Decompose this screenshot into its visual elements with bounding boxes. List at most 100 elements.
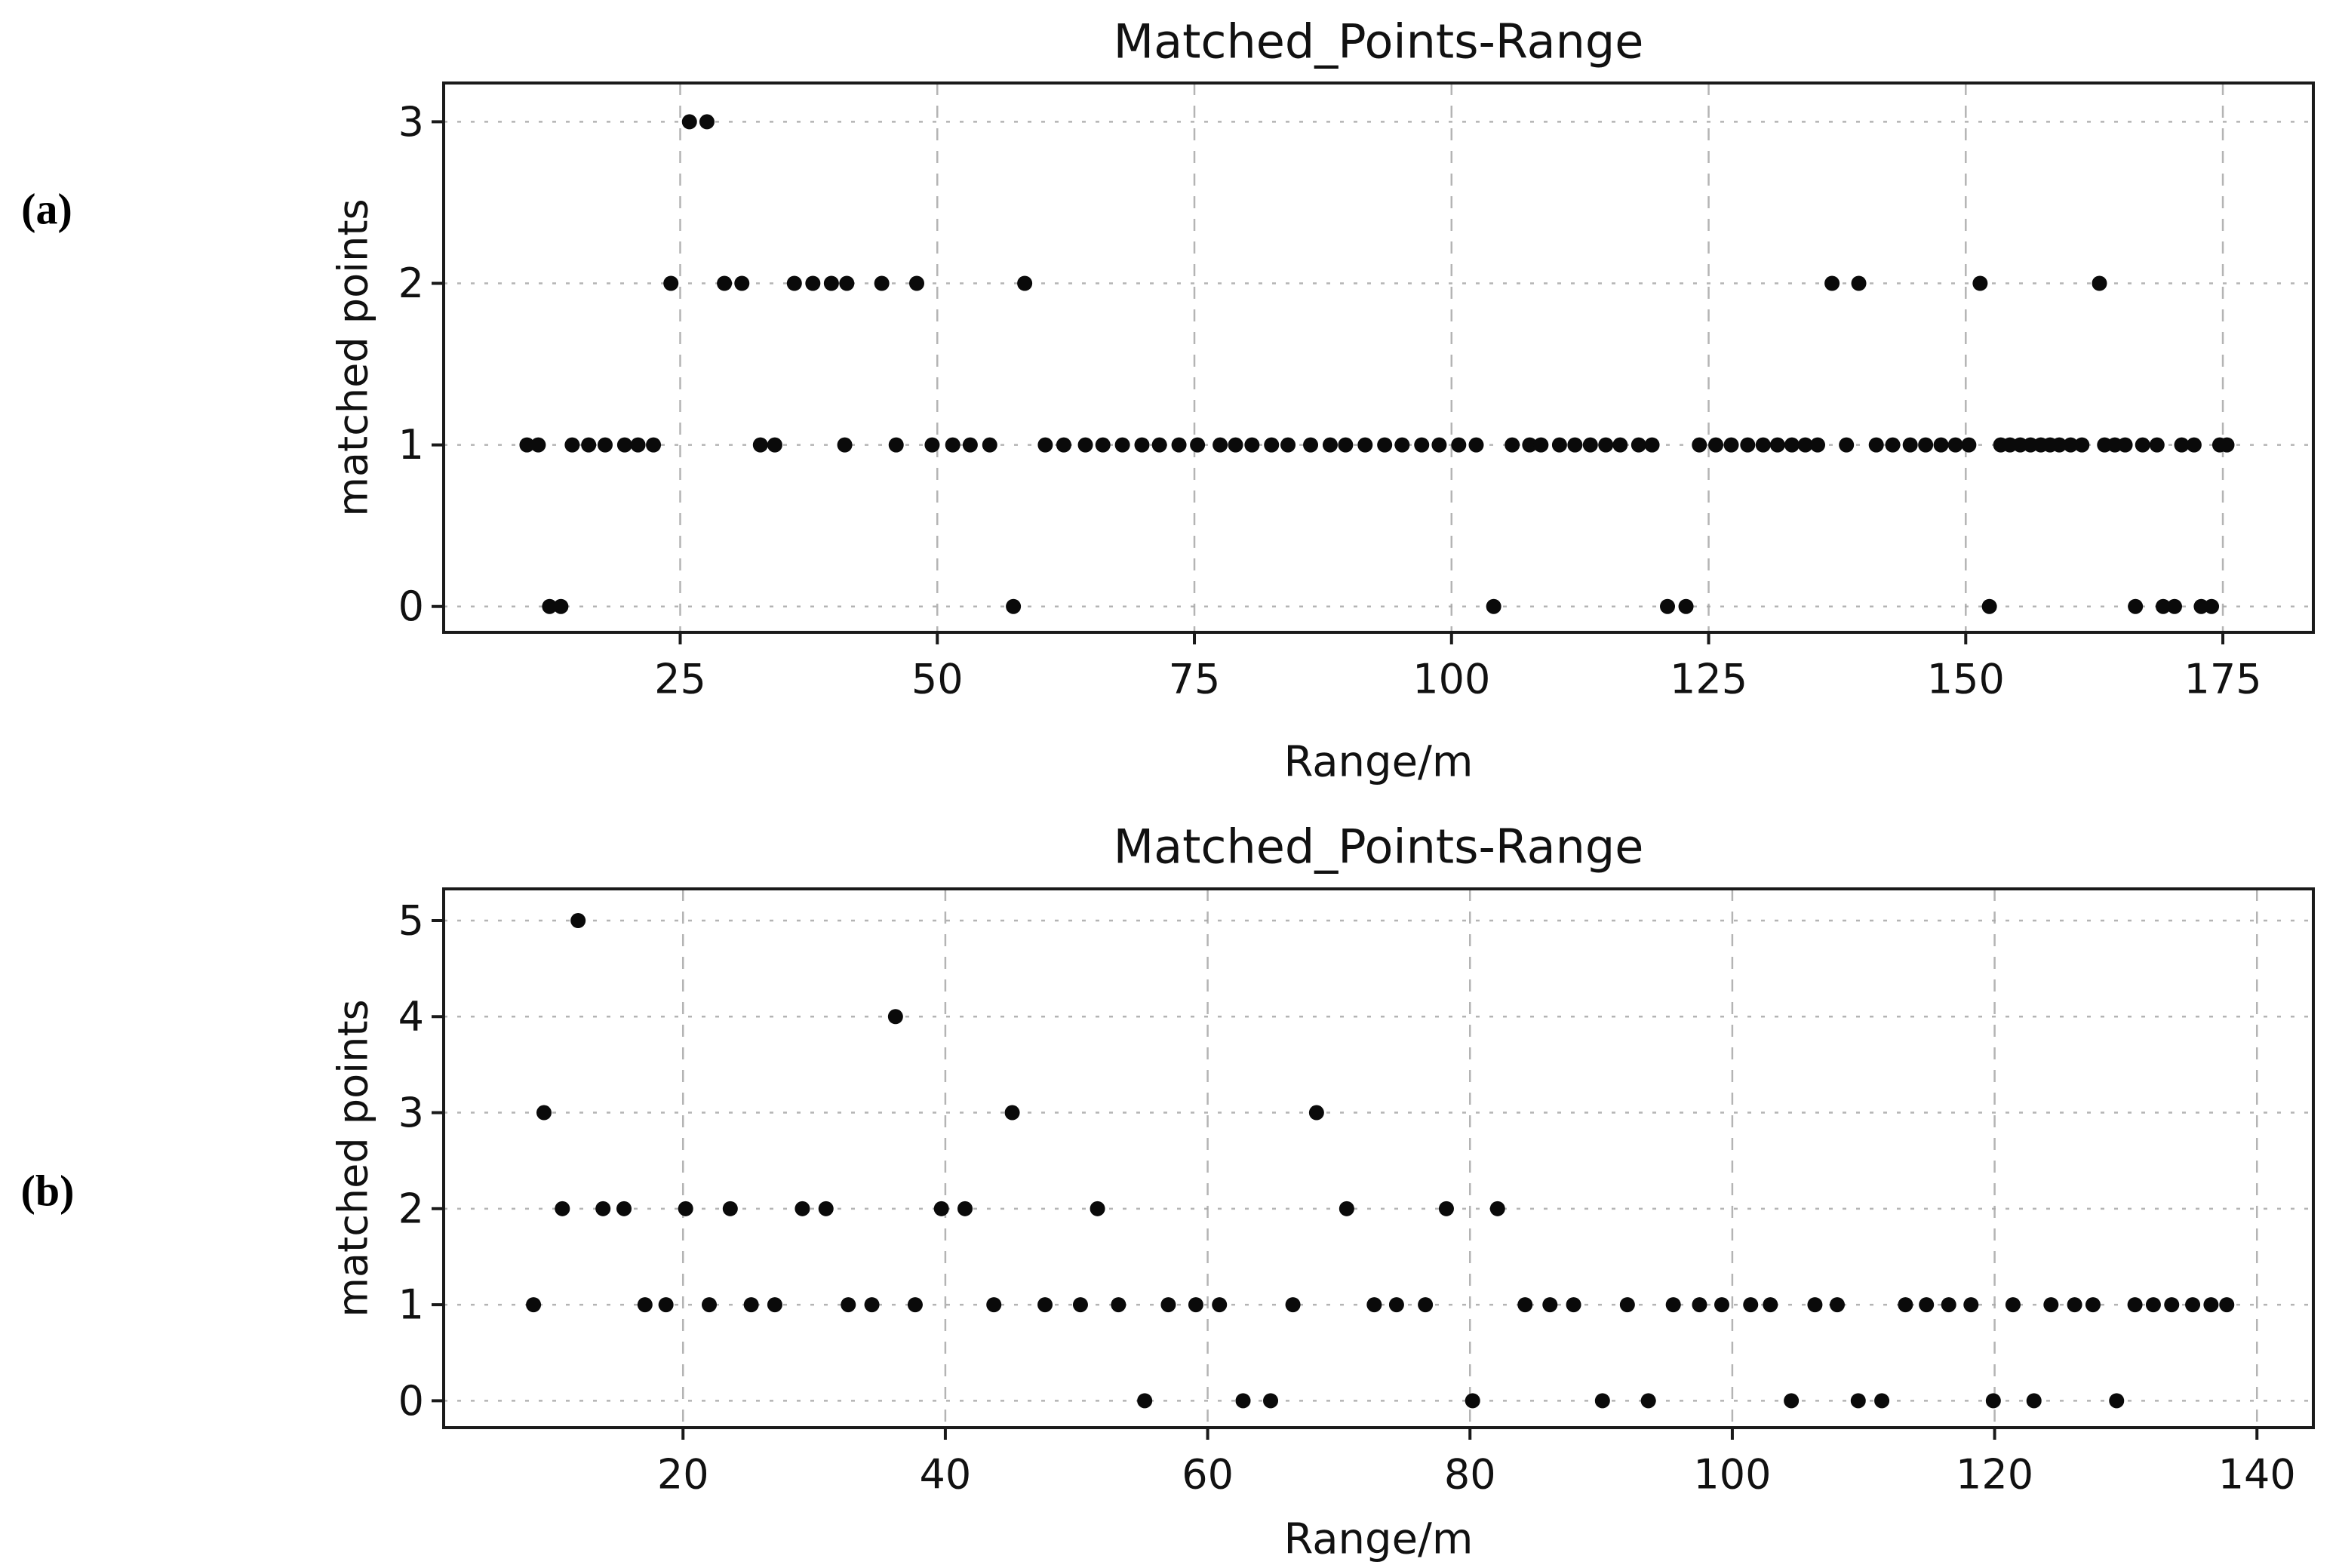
data-point xyxy=(553,598,569,614)
data-point xyxy=(1829,1297,1845,1313)
data-point xyxy=(2186,437,2202,453)
data-point xyxy=(962,437,978,453)
data-point xyxy=(1963,1297,1979,1313)
data-point xyxy=(1338,437,1354,453)
data-point xyxy=(542,598,558,614)
data-point xyxy=(1644,437,1660,453)
data-point xyxy=(1551,437,1567,453)
data-point xyxy=(2155,598,2171,614)
y-tick-label: 0 xyxy=(398,1377,424,1425)
data-point xyxy=(908,275,924,291)
data-point xyxy=(597,437,613,453)
data-point xyxy=(1414,437,1430,453)
data-point xyxy=(2174,437,2190,453)
data-point xyxy=(1264,437,1280,453)
data-point xyxy=(1566,1297,1581,1313)
data-point xyxy=(839,275,855,291)
data-point xyxy=(1972,275,1988,291)
data-point xyxy=(888,437,904,453)
data-point xyxy=(957,1201,973,1216)
x-tick-label: 125 xyxy=(1670,656,1747,703)
data-point xyxy=(2026,1393,2042,1409)
data-point xyxy=(1489,1201,1505,1216)
data-point xyxy=(1874,1393,1890,1409)
data-point xyxy=(1660,598,1676,614)
data-point xyxy=(1898,1297,1913,1313)
data-point xyxy=(1072,1297,1088,1313)
data-point xyxy=(616,1201,632,1216)
panel-label-a: (a) xyxy=(21,184,72,234)
data-point xyxy=(945,437,960,453)
y-tick-label: 3 xyxy=(398,98,424,146)
data-point xyxy=(2074,437,2090,453)
y-tick-label: 1 xyxy=(398,421,424,469)
data-point xyxy=(805,275,821,291)
data-point xyxy=(1692,437,1707,453)
panel-label-b: (b) xyxy=(20,1166,75,1216)
data-point xyxy=(1171,437,1187,453)
data-point xyxy=(2219,1297,2235,1313)
x-tick-label: 140 xyxy=(2218,1451,2296,1499)
data-point xyxy=(1235,1393,1251,1409)
data-point xyxy=(570,913,586,928)
y-tick-label: 4 xyxy=(398,993,424,1041)
y-tick-label: 5 xyxy=(398,897,424,945)
data-point xyxy=(837,437,853,453)
data-point xyxy=(1451,437,1467,453)
chart-a-yaxis-label: matched points xyxy=(329,198,377,517)
data-point xyxy=(1357,437,1373,453)
data-point xyxy=(1619,1297,1635,1313)
chart-b-title: Matched_Points-Range xyxy=(1113,819,1644,875)
data-point xyxy=(1723,437,1739,453)
data-point xyxy=(1981,598,1997,614)
data-point xyxy=(1714,1297,1730,1313)
data-point xyxy=(1582,437,1598,453)
data-point xyxy=(1743,1297,1759,1313)
data-point xyxy=(1468,437,1484,453)
data-point xyxy=(786,275,802,291)
data-point xyxy=(2063,437,2079,453)
data-point xyxy=(1004,1105,1020,1121)
data-point xyxy=(841,1297,856,1313)
data-point xyxy=(1134,437,1150,453)
data-point xyxy=(2085,1297,2101,1313)
data-point xyxy=(1308,1105,1324,1121)
data-point xyxy=(1339,1201,1354,1216)
data-point xyxy=(1941,1297,1956,1313)
data-point xyxy=(1885,437,1901,453)
data-point xyxy=(1017,275,1033,291)
data-point xyxy=(1902,437,1918,453)
data-point xyxy=(2117,437,2133,453)
data-point xyxy=(699,114,715,130)
data-point xyxy=(2128,598,2144,614)
data-point xyxy=(2043,1297,2059,1313)
x-tick-label: 100 xyxy=(1412,656,1490,703)
y-tick-label: 1 xyxy=(398,1281,424,1329)
data-point xyxy=(2145,1297,2161,1313)
data-point xyxy=(2149,437,2165,453)
data-point xyxy=(818,1201,834,1216)
x-tick-label: 20 xyxy=(657,1451,709,1499)
data-point xyxy=(564,437,580,453)
data-point xyxy=(1244,437,1260,453)
data-point xyxy=(1465,1393,1480,1409)
data-point xyxy=(702,1297,718,1313)
data-point xyxy=(1505,437,1520,453)
data-point xyxy=(1947,437,1963,453)
data-point xyxy=(924,437,940,453)
data-point xyxy=(1037,437,1053,453)
data-point xyxy=(795,1201,810,1216)
data-point xyxy=(986,1297,1002,1313)
data-point xyxy=(1006,598,1022,614)
data-point xyxy=(2067,1297,2082,1313)
data-point xyxy=(1366,1297,1382,1313)
data-point xyxy=(536,1105,552,1121)
data-point xyxy=(637,1297,653,1313)
data-point xyxy=(1056,437,1071,453)
x-tick-label: 40 xyxy=(920,1451,972,1499)
chart-b-xaxis-label: Range/m xyxy=(1283,1514,1474,1564)
data-point xyxy=(907,1297,923,1313)
data-point xyxy=(1388,1297,1404,1313)
data-point xyxy=(1542,1297,1558,1313)
data-point xyxy=(1598,437,1614,453)
